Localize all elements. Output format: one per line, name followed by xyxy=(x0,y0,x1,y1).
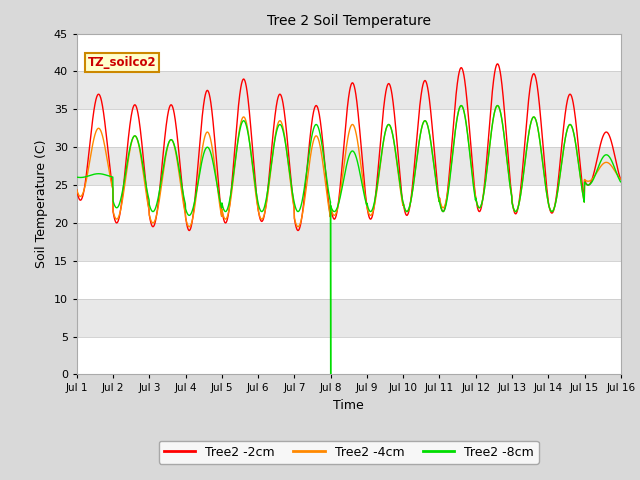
Title: Tree 2 Soil Temperature: Tree 2 Soil Temperature xyxy=(267,14,431,28)
Bar xyxy=(77,336,621,374)
Bar xyxy=(77,261,621,299)
Bar xyxy=(77,299,621,336)
Text: TZ_soilco2: TZ_soilco2 xyxy=(88,56,156,69)
Y-axis label: Soil Temperature (C): Soil Temperature (C) xyxy=(35,140,48,268)
Bar xyxy=(77,72,621,109)
Bar xyxy=(77,109,621,147)
Bar xyxy=(77,223,621,261)
Legend: Tree2 -2cm, Tree2 -4cm, Tree2 -8cm: Tree2 -2cm, Tree2 -4cm, Tree2 -8cm xyxy=(159,441,539,464)
Bar xyxy=(77,34,621,72)
X-axis label: Time: Time xyxy=(333,399,364,412)
Bar xyxy=(77,147,621,185)
Bar xyxy=(77,185,621,223)
